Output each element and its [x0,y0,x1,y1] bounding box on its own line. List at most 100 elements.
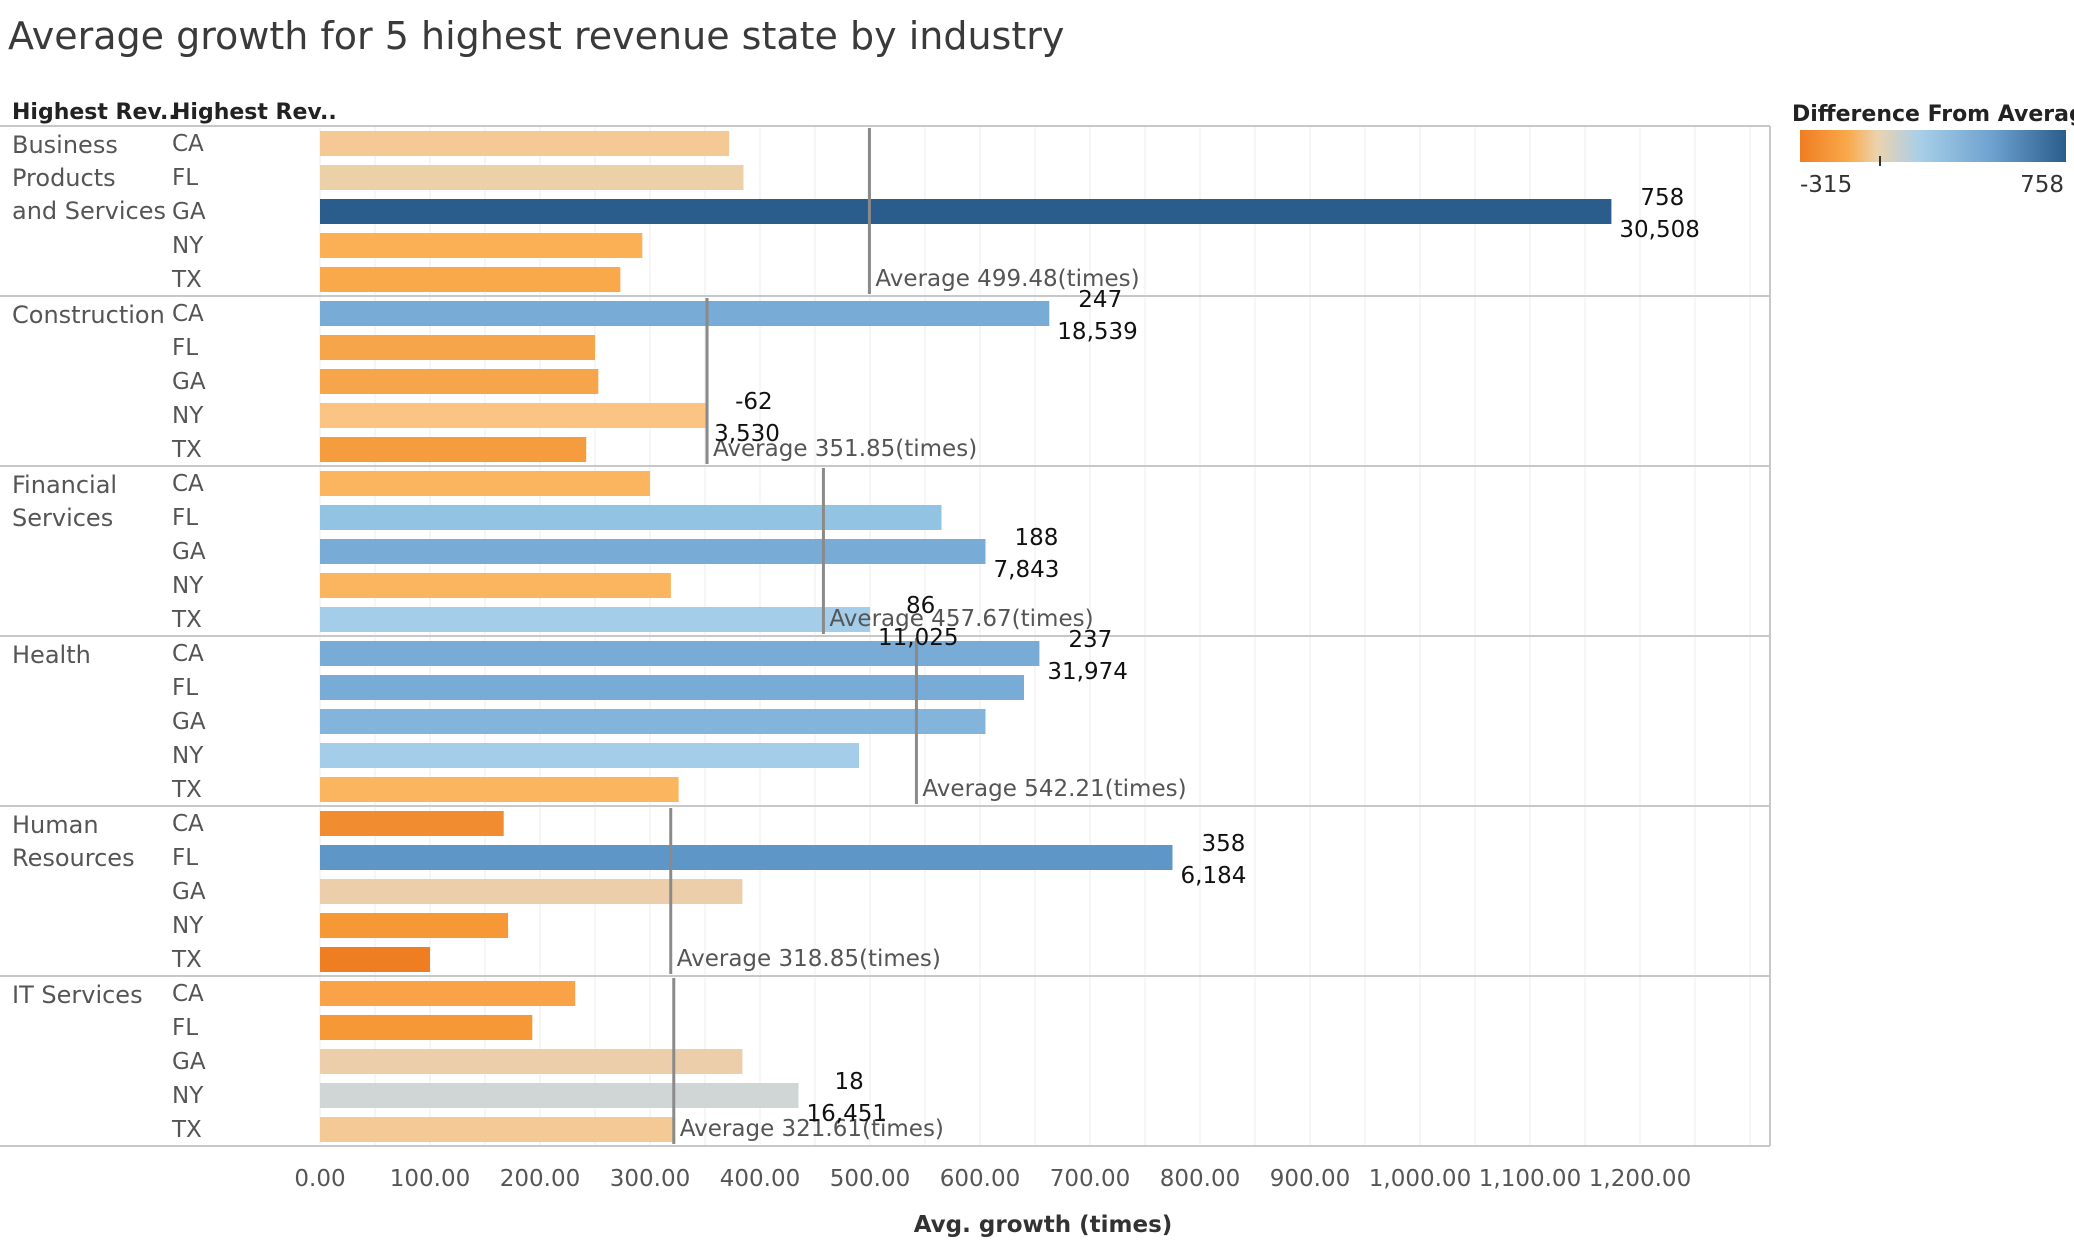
bar[interactable] [320,301,1050,326]
bar[interactable] [320,1015,533,1040]
state-label[interactable]: TX [171,267,202,293]
industry-label[interactable]: IT Services [12,981,143,1009]
data-label: 30,508 [1619,217,1699,243]
industry-label[interactable]: and Services [12,197,166,225]
state-label[interactable]: NY [172,1083,204,1109]
state-label[interactable]: CA [172,981,204,1007]
state-label[interactable]: FL [172,1015,198,1041]
x-tick-label: 900.00 [1270,1166,1350,1192]
state-label[interactable]: TX [171,607,202,633]
row-header-industry[interactable]: Highest Rev.. [12,100,177,125]
bar[interactable] [320,131,730,156]
industry-label[interactable]: Health [12,641,91,669]
state-label[interactable]: CA [172,641,204,667]
reference-lines-layer: Average 499.48(times) Average 351.85(time… [669,128,1187,1144]
bar[interactable] [320,913,509,938]
legend-color-ramp[interactable] [1800,130,2066,162]
bar[interactable] [320,335,595,360]
bar[interactable] [320,607,870,632]
state-label[interactable]: CA [172,471,204,497]
bar[interactable] [320,709,986,734]
state-label[interactable]: NY [172,913,204,939]
average-label: Average 351.85(times) [713,436,977,462]
x-tick-label: 100.00 [390,1166,470,1192]
state-label[interactable]: GA [172,709,206,735]
state-label[interactable]: FL [172,335,198,361]
industry-label[interactable]: Resources [12,844,135,872]
bar[interactable] [320,1083,799,1108]
data-label: 188 [1015,525,1059,551]
industry-label[interactable]: Products [12,164,116,192]
row-header-state[interactable]: Highest Rev.. [172,100,337,125]
bar[interactable] [320,165,744,190]
bar[interactable] [320,947,430,972]
bar[interactable] [320,879,743,904]
state-label[interactable]: FL [172,165,198,191]
bar[interactable] [320,471,650,496]
average-label: Average 321.61(times) [680,1116,944,1142]
average-label: Average 318.85(times) [677,946,941,972]
industry-label[interactable]: Services [12,504,113,532]
data-label: 11,025 [878,625,958,651]
bar[interactable] [320,1117,676,1142]
state-label[interactable]: GA [172,1049,206,1075]
bar[interactable] [320,505,942,530]
legend-max-label: 758 [2020,172,2064,198]
bar[interactable] [320,981,576,1006]
data-label: 758 [1640,185,1684,211]
state-label[interactable]: TX [171,777,202,803]
state-label[interactable]: CA [172,301,204,327]
x-tick-label: 800.00 [1160,1166,1240,1192]
state-label[interactable]: GA [172,879,206,905]
x-tick-label: 1,100.00 [1479,1166,1581,1192]
color-legend[interactable]: Difference From Averag.. -315 758 [1792,102,2074,198]
industry-label[interactable]: Construction [12,301,165,329]
bar[interactable] [320,267,621,292]
gridlines [0,125,1771,1147]
state-label[interactable]: NY [172,233,204,259]
average-label: Average 542.21(times) [922,776,1186,802]
industry-label[interactable]: Business [12,131,118,159]
state-label[interactable]: FL [172,845,198,871]
state-label[interactable]: GA [172,539,206,565]
industry-label[interactable]: Financial [12,471,117,499]
bar[interactable] [320,199,1612,224]
bar[interactable] [320,539,986,564]
bar[interactable] [320,573,671,598]
state-label[interactable]: GA [172,199,206,225]
x-tick-label: 0.00 [294,1166,345,1192]
bar[interactable] [320,811,504,836]
x-tick-label: 200.00 [500,1166,580,1192]
average-label: Average 499.48(times) [875,266,1139,292]
bar[interactable] [320,845,1173,870]
x-tick-label: 500.00 [830,1166,910,1192]
bar[interactable] [320,641,1040,666]
state-label[interactable]: FL [172,675,198,701]
bar[interactable] [320,675,1024,700]
state-label[interactable]: TX [171,947,202,973]
x-tick-label: 400.00 [720,1166,800,1192]
bar[interactable] [320,369,599,394]
state-label[interactable]: CA [172,811,204,837]
chart-title: Average growth for 5 highest revenue sta… [8,14,1065,58]
data-label: 237 [1068,627,1112,653]
state-label[interactable]: CA [172,131,204,157]
data-label: 18,539 [1057,319,1137,345]
bar[interactable] [320,233,643,258]
state-label[interactable]: TX [171,1117,202,1143]
bar[interactable] [320,1049,743,1074]
state-label[interactable]: TX [171,437,202,463]
data-label: 6,184 [1181,863,1247,889]
state-label[interactable]: GA [172,369,206,395]
data-label: 358 [1202,831,1246,857]
state-label[interactable]: NY [172,743,204,769]
industry-label[interactable]: Human [12,811,99,839]
bar[interactable] [320,743,859,768]
state-label[interactable]: FL [172,505,198,531]
bar[interactable] [320,437,587,462]
state-label[interactable]: NY [172,403,204,429]
bar[interactable] [320,777,679,802]
bar[interactable] [320,403,707,428]
state-label[interactable]: NY [172,573,204,599]
